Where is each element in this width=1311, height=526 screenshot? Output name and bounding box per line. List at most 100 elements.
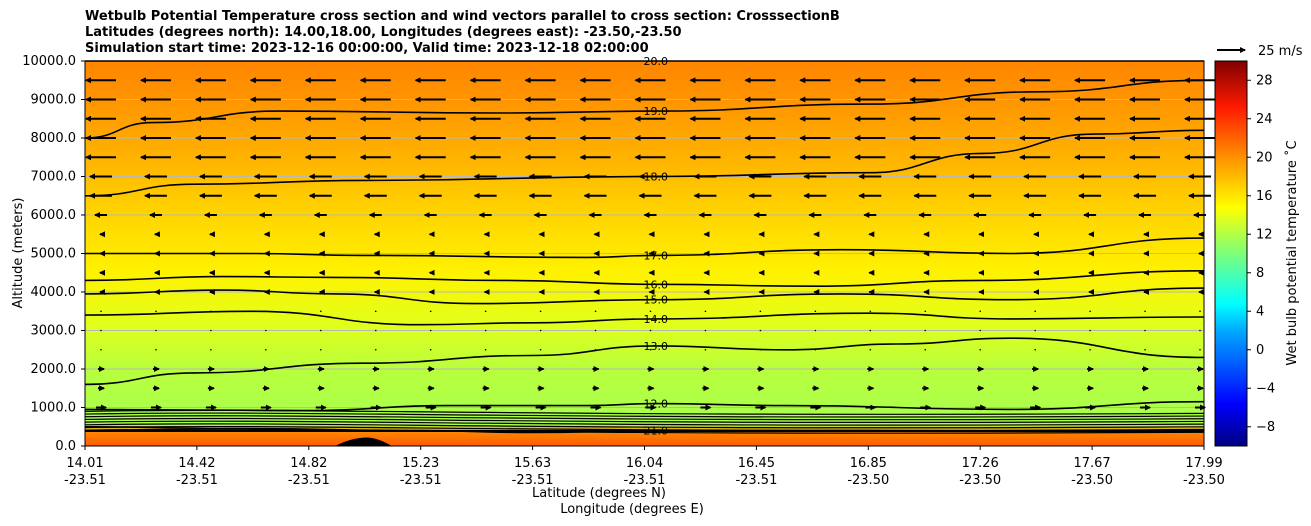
- wind-vector: [429, 310, 432, 313]
- wind-vector: [1199, 310, 1201, 313]
- y-tick-label: 0.0: [55, 439, 76, 454]
- x-tick-label-lon: -23.51: [735, 473, 777, 488]
- wind-vector: [649, 310, 652, 313]
- contour-line: [84, 129, 1205, 197]
- wind-vector: [1144, 348, 1146, 351]
- wind-vector: [869, 329, 872, 332]
- x-tick-label-lat: 17.67: [1073, 456, 1110, 471]
- y-tick-label: 10000.0: [22, 54, 76, 69]
- y-axis: 0.0 1000.0 2000.0 3000.0 4000.0 5000.0 6000.0 7…: [22, 54, 85, 454]
- wind-vector: [1199, 329, 1201, 332]
- wind-vector: [484, 348, 487, 351]
- x-tick-label-lat: 14.42: [178, 456, 215, 471]
- wind-vector: [100, 329, 102, 332]
- x-tick-label-lat: 14.82: [290, 456, 327, 471]
- x-axis-label-2: Longitude (degrees E): [560, 502, 704, 517]
- wind-vector: [374, 329, 377, 332]
- wind-vector: [1089, 310, 1091, 313]
- x-tick-label-lon: -23.51: [624, 473, 666, 488]
- wind-vector: [1089, 329, 1091, 332]
- contour-line-boundary: [84, 409, 1205, 415]
- quiver-key-label: 25 m/s: [1258, 44, 1303, 59]
- wind-vector: [210, 329, 212, 332]
- wind-vector: [1034, 348, 1036, 351]
- x-tick-label-lon: -23.51: [288, 473, 330, 488]
- contour-label: 18.0: [643, 171, 668, 184]
- x-tick-label-lat: 15.23: [402, 456, 439, 471]
- colorbar-tick-label: −8: [1256, 420, 1275, 435]
- contour-line-boundary: [84, 423, 1205, 429]
- wind-vector: [539, 348, 542, 351]
- colorbar-tick-label: 28: [1256, 73, 1273, 88]
- colorbar-ticks: −8 −4 0 4 8 12 16 20 24 28: [1247, 73, 1275, 435]
- wind-vector: [1034, 329, 1036, 332]
- colorbar-tick-label: 12: [1256, 227, 1273, 242]
- wind-vector: [320, 329, 322, 332]
- contour-label: 17.0: [643, 249, 668, 262]
- colorbar-tick-label: 0: [1256, 343, 1264, 358]
- y-tick-label: 9000.0: [31, 93, 77, 108]
- wind-vector: [649, 348, 652, 351]
- wind-vector: [649, 329, 652, 332]
- wind-vector: [429, 329, 432, 332]
- y-tick-label: 8000.0: [31, 131, 77, 146]
- contour-label: 15.0: [643, 294, 668, 307]
- wind-vector: [704, 348, 707, 351]
- contour-line: [84, 270, 1205, 288]
- wind-vector: [759, 329, 762, 332]
- contour-line: [84, 310, 1205, 326]
- y-tick-label: 2000.0: [31, 362, 77, 377]
- contour-line: [84, 337, 1205, 386]
- terrain-bump: [335, 437, 392, 446]
- y-tick-label: 4000.0: [31, 285, 77, 300]
- wind-vector: [1089, 348, 1091, 351]
- colorbar-tick-label: 16: [1256, 189, 1273, 204]
- y-tick-label: 1000.0: [31, 401, 77, 416]
- contour-line: [84, 79, 1205, 139]
- x-axis: 14.01 -23.51 14.42 -23.51 14.82 -23.51 15.23 -2…: [64, 446, 1225, 488]
- wind-vector: [265, 348, 267, 351]
- y-axis-label: Altitude (meters): [11, 198, 26, 309]
- wind-vector: [374, 310, 377, 313]
- wind-vector: [594, 310, 597, 313]
- colorbar-tick-label: 4: [1256, 304, 1264, 319]
- x-tick-label-lon: -23.51: [400, 473, 442, 488]
- wind-vector: [869, 348, 872, 351]
- x-tick-label-lat: 16.04: [626, 456, 663, 471]
- wind-vector: [704, 310, 707, 313]
- wind-vector: [539, 310, 542, 313]
- contour-line-boundary: [84, 428, 1205, 434]
- wind-vector: [814, 329, 817, 332]
- y-tick-label: 6000.0: [31, 208, 77, 223]
- contour-line-boundary: [84, 425, 1205, 432]
- contour-line-boundary: [84, 415, 1205, 421]
- wind-vector: [539, 329, 542, 332]
- wind-vector: [869, 310, 872, 313]
- y-tick-label: 3000.0: [31, 324, 77, 339]
- x-tick-label-lon: -23.50: [1183, 473, 1225, 488]
- wind-vector: [210, 348, 212, 351]
- wind-vector: [814, 310, 817, 313]
- x-tick-label-lon: -23.51: [64, 473, 106, 488]
- x-tick-label-lat: 17.99: [1185, 456, 1222, 471]
- contour-label: 12.0: [643, 398, 668, 411]
- wind-vector: [1199, 348, 1201, 351]
- wind-vector: [1144, 310, 1146, 313]
- chart-title-line-2: Latitudes (degrees north): 14.00,18.00, …: [85, 25, 682, 40]
- wind-vector: [155, 329, 157, 332]
- x-tick-label-lat: 17.26: [962, 456, 999, 471]
- wind-vector: [924, 310, 927, 313]
- colorbar-tick-label: −4: [1256, 381, 1275, 396]
- wind-vector: [155, 310, 157, 313]
- wind-vector: [979, 348, 981, 351]
- wind-vector: [484, 329, 487, 332]
- contour-label: 14.0: [643, 313, 668, 326]
- contour-line-boundary: [84, 420, 1205, 426]
- wind-vector: [759, 310, 762, 313]
- wind-vector: [1144, 329, 1146, 332]
- contour-label: 21.0: [643, 425, 668, 438]
- quiver-key: 25 m/s: [1217, 44, 1303, 59]
- x-tick-label-lat: 15.63: [514, 456, 551, 471]
- y-tick-label: 7000.0: [31, 170, 77, 185]
